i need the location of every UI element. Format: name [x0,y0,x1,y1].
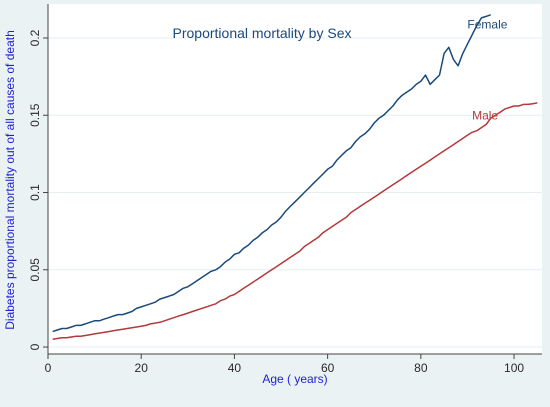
y-tick-label: 0.1 [28,184,42,201]
series-line-female [52,14,491,333]
series-label-male: Male [472,108,498,122]
x-tick-label: 80 [414,361,428,375]
series-label-female: Female [467,17,507,31]
plot-background [48,4,542,354]
x-tick-label: 40 [228,361,242,375]
chart-title: Proportional mortality by Sex [173,25,352,41]
x-tick-label: 100 [504,361,524,375]
series-line-male [52,102,538,341]
x-tick-label: 0 [45,361,52,375]
y-axis-label: Diabetes proportional mortality out of a… [3,30,17,330]
y-tick-label: 0.05 [28,258,42,282]
y-axis-ticks: 0 0.05 0.1 0.15 0.2 [28,29,48,350]
x-tick-label: 20 [135,361,149,375]
grid-lines [48,37,542,348]
x-axis-label: Age ( years) [262,372,327,386]
axes: 0 20 40 60 80 100 0 0.05 0.1 0.15 0.2 [28,4,542,375]
x-axis-ticks: 0 20 40 60 80 100 [45,354,524,375]
plot-area: Female Male Proportional mortality by Sex [48,4,542,354]
series-lines [52,14,538,341]
series-labels: Female Male [467,17,507,122]
x-tick-label: 60 [321,361,335,375]
y-tick-label: 0.15 [28,103,42,127]
y-tick-label: 0 [28,343,42,350]
y-tick-label: 0.2 [28,29,42,46]
